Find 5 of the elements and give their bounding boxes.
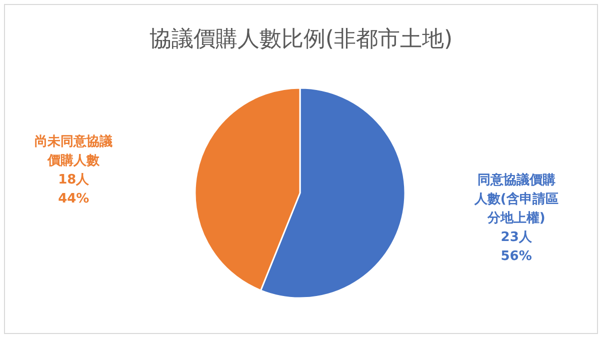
data-label: 23人 56% — [500, 230, 533, 264]
chart-title: 協議價購人數比例(非都市土地) — [149, 27, 453, 52]
data-label: 18人 44% — [58, 172, 90, 207]
slice-label: 尚未同意協議價購人數 — [34, 134, 113, 169]
slice-label: 同意協議價購人數(含申請區分地上權) — [473, 172, 558, 226]
